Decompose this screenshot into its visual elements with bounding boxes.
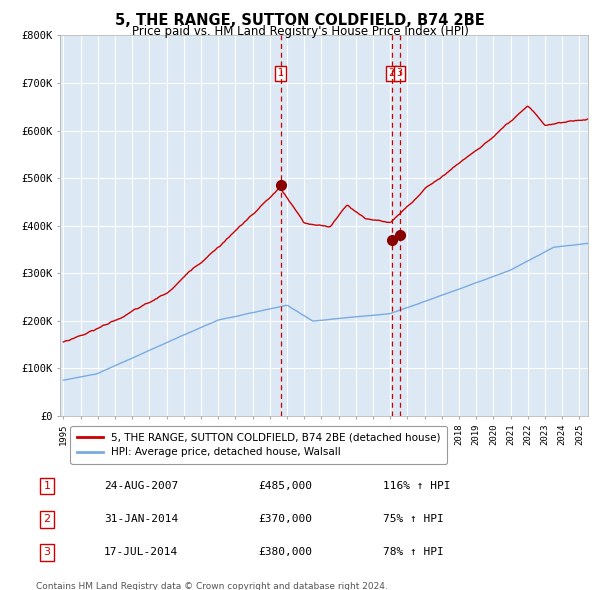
Legend: 5, THE RANGE, SUTTON COLDFIELD, B74 2BE (detached house), HPI: Average price, de: 5, THE RANGE, SUTTON COLDFIELD, B74 2BE … (70, 426, 447, 464)
Text: 116% ↑ HPI: 116% ↑ HPI (383, 481, 451, 491)
Text: 2: 2 (44, 514, 50, 524)
Text: 3: 3 (44, 548, 50, 557)
Text: Contains HM Land Registry data © Crown copyright and database right 2024.: Contains HM Land Registry data © Crown c… (36, 582, 388, 590)
Text: 2: 2 (389, 68, 395, 78)
Text: 78% ↑ HPI: 78% ↑ HPI (383, 548, 444, 557)
Text: 75% ↑ HPI: 75% ↑ HPI (383, 514, 444, 524)
Text: Price paid vs. HM Land Registry's House Price Index (HPI): Price paid vs. HM Land Registry's House … (131, 25, 469, 38)
Text: 31-JAN-2014: 31-JAN-2014 (104, 514, 178, 524)
Text: 17-JUL-2014: 17-JUL-2014 (104, 548, 178, 557)
Text: 1: 1 (44, 481, 50, 491)
Text: £485,000: £485,000 (258, 481, 312, 491)
Text: £380,000: £380,000 (258, 548, 312, 557)
Text: 3: 3 (397, 68, 403, 78)
Text: 24-AUG-2007: 24-AUG-2007 (104, 481, 178, 491)
Text: 1: 1 (278, 68, 284, 78)
Text: £370,000: £370,000 (258, 514, 312, 524)
Text: 5, THE RANGE, SUTTON COLDFIELD, B74 2BE: 5, THE RANGE, SUTTON COLDFIELD, B74 2BE (115, 13, 485, 28)
